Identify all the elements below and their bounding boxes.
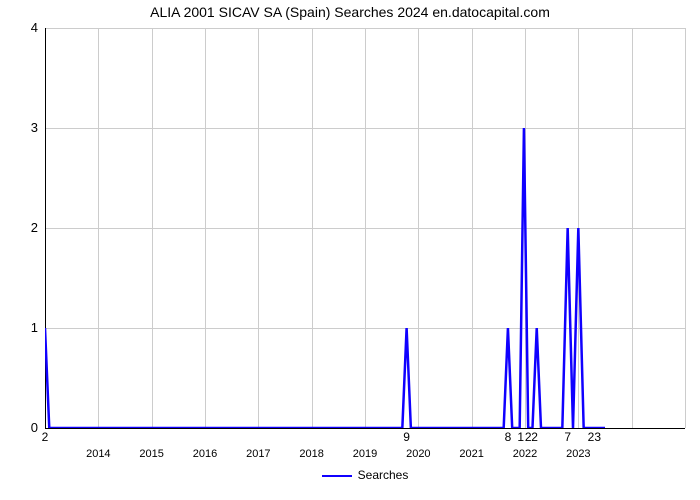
x-tick-label: 2016 — [180, 448, 230, 460]
x-tick-label: 2014 — [73, 448, 123, 460]
x-tick-label: 2021 — [447, 448, 497, 460]
x-tick-label: 2020 — [393, 448, 443, 460]
x-tick-label: 2022 — [500, 448, 550, 460]
x-inner-label: 7 — [556, 430, 580, 444]
x-tick-label: 2019 — [340, 448, 390, 460]
legend-line — [322, 475, 352, 478]
gridline-vertical — [685, 28, 686, 428]
x-tick-label: 2023 — [553, 448, 603, 460]
legend-label: Searches — [358, 468, 409, 482]
x-tick-label: 2018 — [287, 448, 337, 460]
x-tick-label: 2017 — [233, 448, 283, 460]
legend: Searches — [45, 468, 685, 482]
x-inner-label: 23 — [582, 430, 606, 444]
x-inner-label: 2 — [33, 430, 57, 444]
x-inner-label: 2 — [523, 430, 547, 444]
x-tick-label: 2015 — [127, 448, 177, 460]
gridline-horizontal — [45, 428, 685, 429]
x-inner-label: 9 — [395, 430, 419, 444]
y-tick-label: 3 — [10, 120, 38, 135]
y-tick-label: 2 — [10, 220, 38, 235]
series-line — [45, 28, 685, 428]
y-tick-label: 1 — [10, 320, 38, 335]
chart-title: ALIA 2001 SICAV SA (Spain) Searches 2024… — [0, 4, 700, 20]
plot-area — [45, 28, 685, 428]
y-tick-label: 4 — [10, 20, 38, 35]
